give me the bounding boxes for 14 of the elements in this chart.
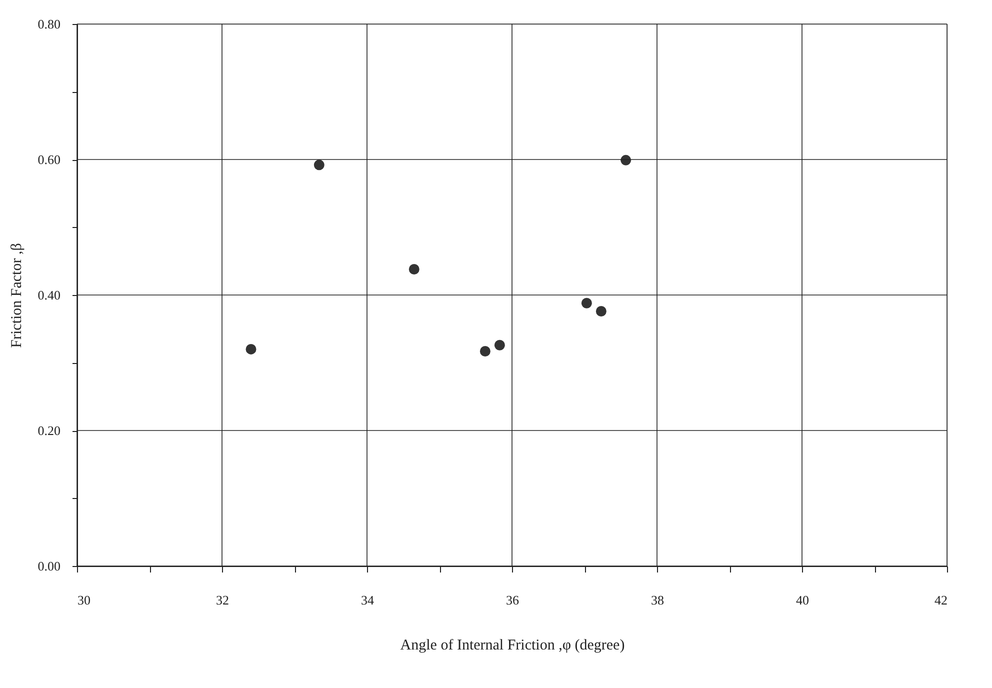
y-tick-label: 0.40 — [38, 288, 60, 302]
y-tick-label: 0.00 — [38, 558, 60, 574]
x-axis-title: Angle of Internal Friction ,φ (degree) — [400, 638, 625, 654]
y-axis-title: Friction Factor ,β — [8, 243, 25, 348]
x-tick-label: 38 — [651, 592, 664, 608]
x-tick-label: 40 — [796, 592, 809, 608]
x-tick-label: 42 — [934, 592, 948, 608]
x-tick-label: 32 — [216, 592, 229, 608]
x-tick-label: 36 — [506, 592, 520, 608]
x-tick-label: 34 — [361, 592, 374, 608]
y-tick-label: 0.60 — [38, 152, 60, 167]
y-tick-label: 0.20 — [38, 423, 60, 438]
y-tick-label: 0.80 — [38, 16, 60, 32]
x-tick-label: 30 — [78, 592, 90, 608]
